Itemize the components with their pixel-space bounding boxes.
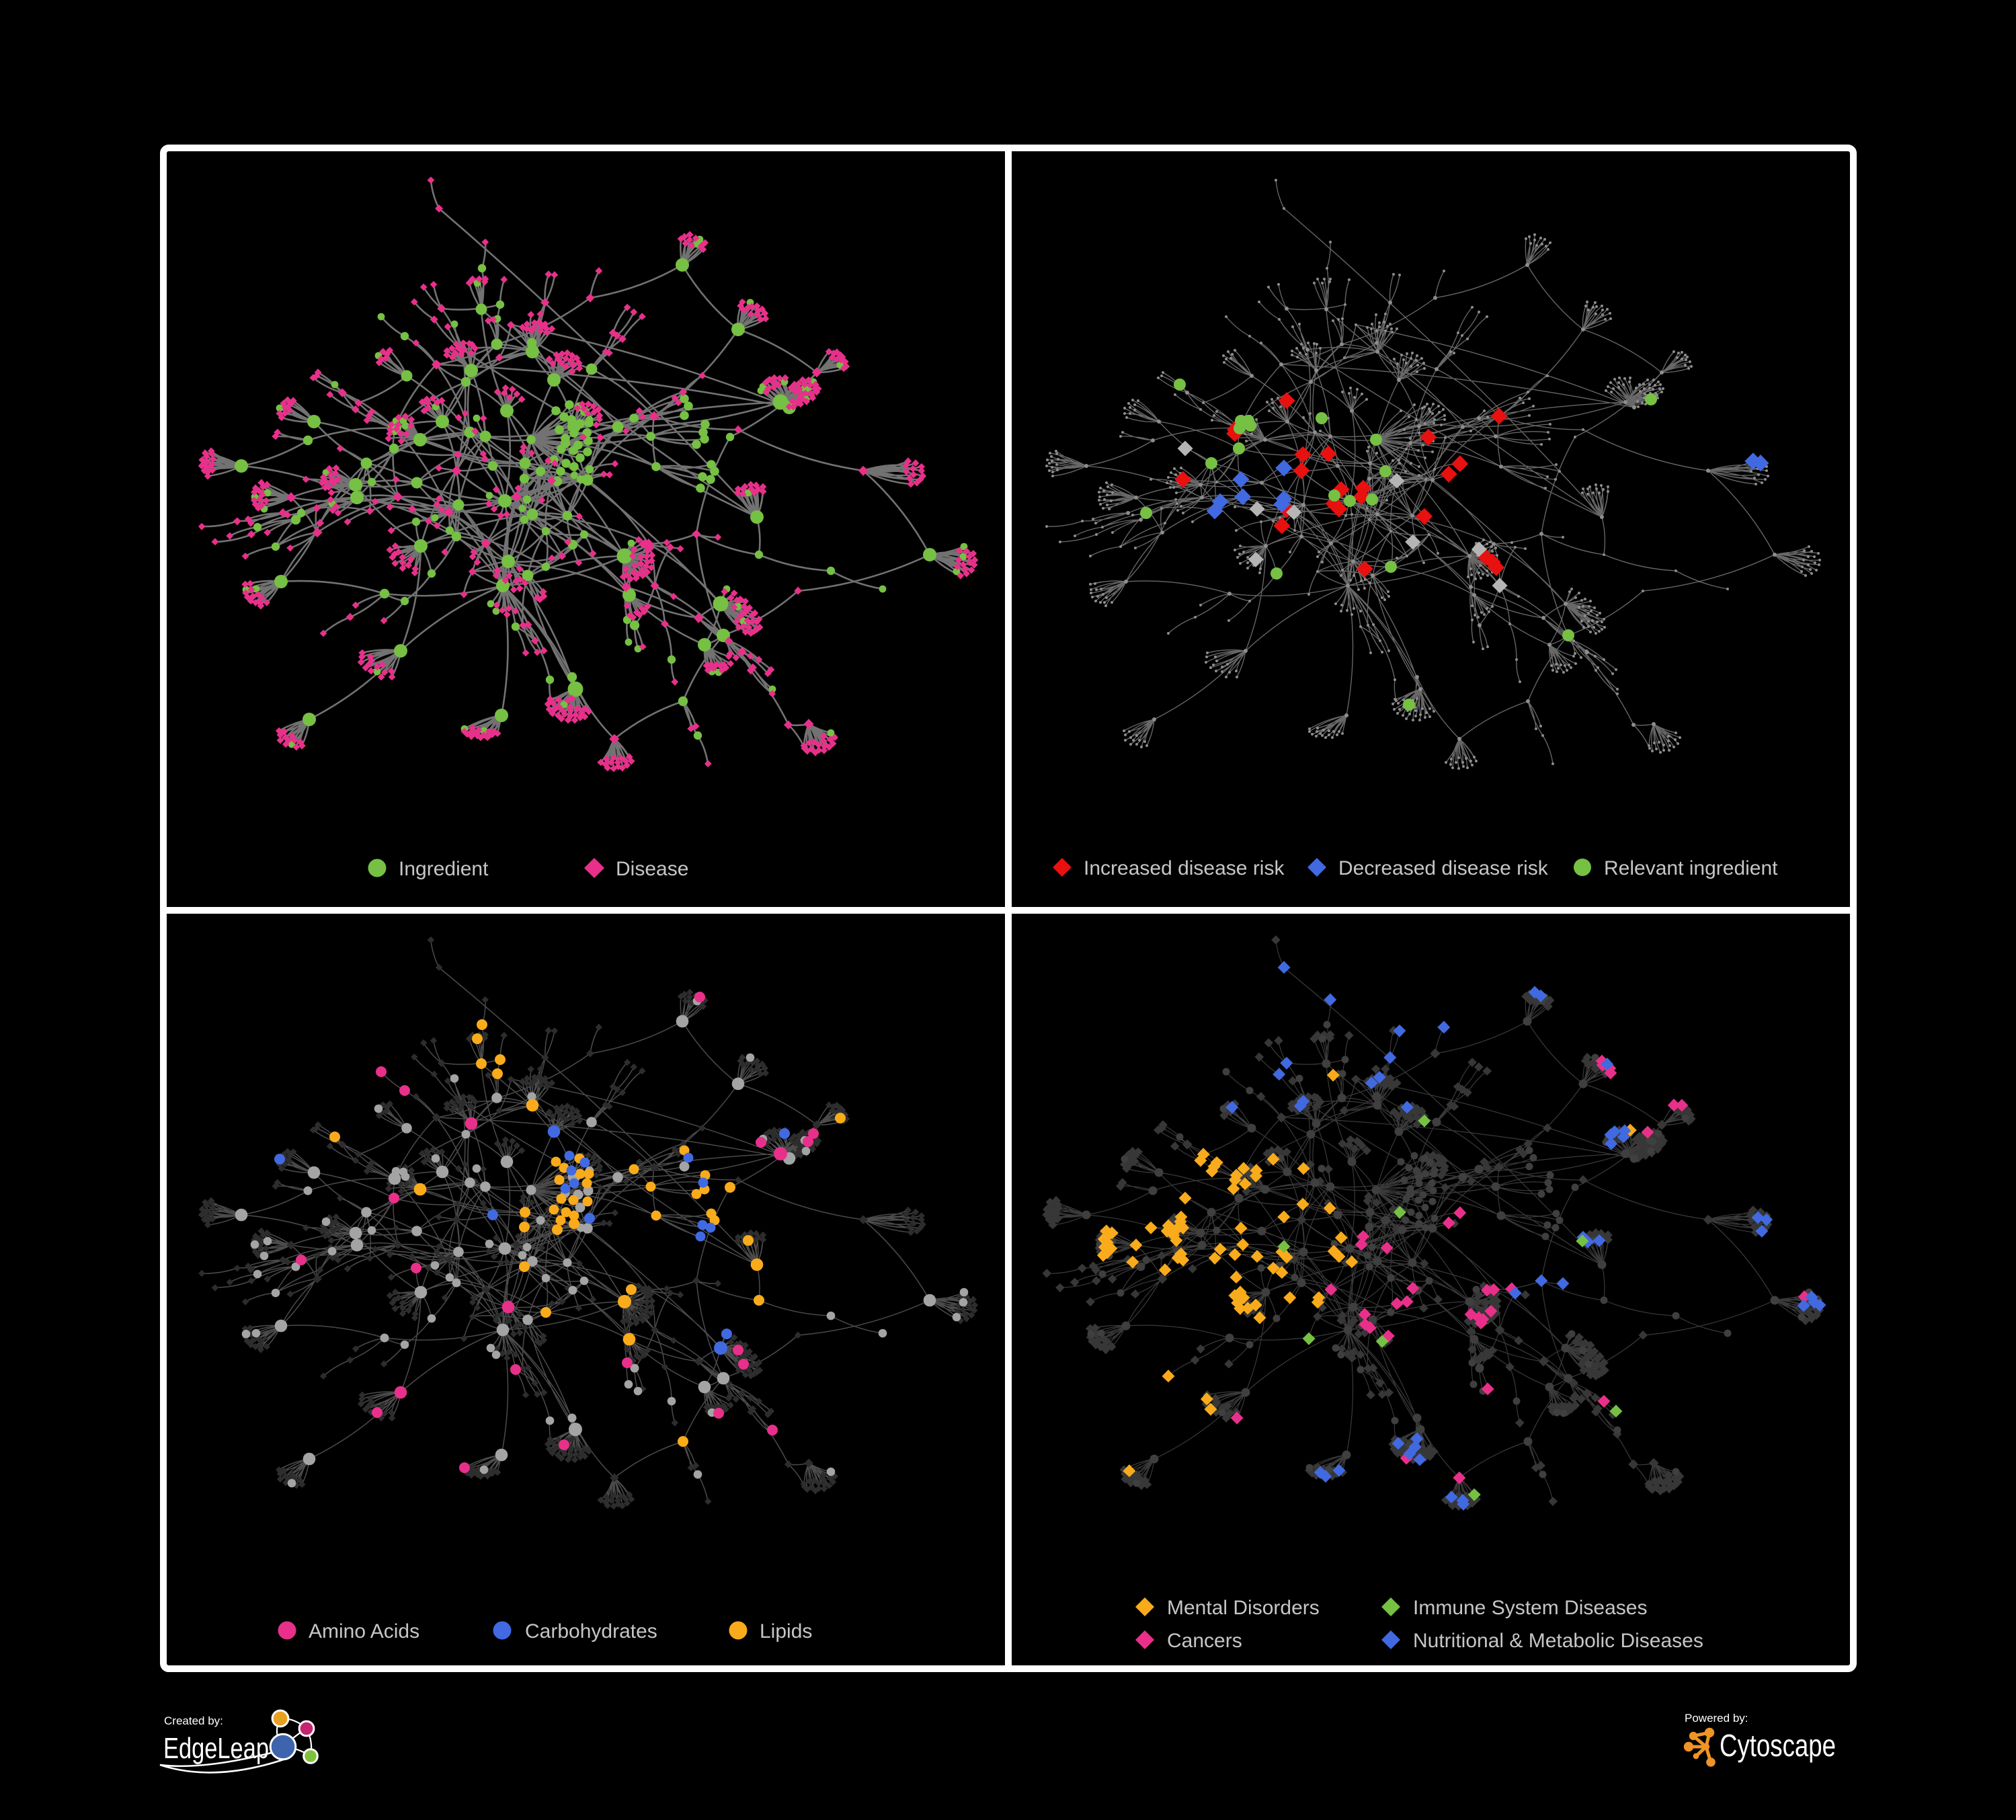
svg-text:Cancers: Cancers — [1167, 1630, 1242, 1652]
svg-text:Lipids: Lipids — [760, 1620, 812, 1643]
svg-text:Relevant ingredient: Relevant ingredient — [1604, 857, 1778, 879]
svg-text:Ingredient: Ingredient — [399, 858, 489, 880]
svg-text:Mental Disorders: Mental Disorders — [1167, 1597, 1320, 1619]
svg-text:Cytoscape: Cytoscape — [1720, 1728, 1836, 1763]
svg-text:Nutritional & Metabolic Diseas: Nutritional & Metabolic Diseases — [1413, 1630, 1703, 1652]
svg-text:Increased disease risk: Increased disease risk — [1084, 857, 1285, 879]
svg-text:Created by:: Created by: — [164, 1714, 223, 1727]
svg-text:Carbohydrates: Carbohydrates — [525, 1620, 657, 1643]
svg-text:Immune System Diseases: Immune System Diseases — [1413, 1597, 1647, 1619]
svg-text:Decreased disease risk: Decreased disease risk — [1338, 857, 1549, 879]
svg-text:Disease: Disease — [616, 858, 688, 880]
svg-text:Powered by:: Powered by: — [1685, 1712, 1748, 1725]
svg-text:Amino Acids: Amino Acids — [309, 1620, 419, 1643]
svg-text:EdgeLeap: EdgeLeap — [163, 1732, 269, 1765]
